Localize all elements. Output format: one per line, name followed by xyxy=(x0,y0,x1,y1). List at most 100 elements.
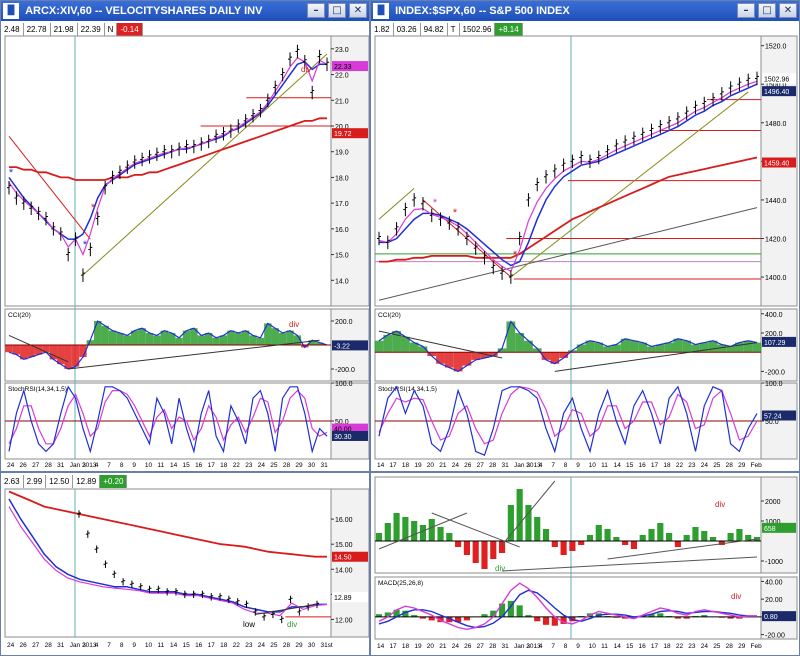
x-tick-label: 24 xyxy=(701,643,709,650)
annotation: div xyxy=(495,564,505,573)
histogram-bar xyxy=(525,615,532,617)
maximize-button[interactable]: □ xyxy=(328,3,346,18)
pink-moving-average xyxy=(8,57,328,257)
x-tick-label: 19 xyxy=(414,643,422,650)
cci-fill xyxy=(383,334,393,353)
x-tick-label: 26 xyxy=(464,643,472,650)
x-tick-label: 30 xyxy=(308,462,316,469)
y-tick-label: -200.0 xyxy=(335,367,355,374)
x-tick-label: 14 xyxy=(170,462,178,469)
close-button[interactable]: ✕ xyxy=(349,3,367,18)
cci-fill xyxy=(655,344,665,353)
xiv-ohlc-bar: 2.48 22.78 21.98 22.39 N -0.14 xyxy=(1,23,143,36)
xiv-titlebar[interactable]: ▐▌ ARCX:XIV,60 -- VELOCITYSHARES DAILY I… xyxy=(1,1,369,21)
x-tick-label: 31 xyxy=(320,462,328,469)
ohlc-value: 22.78 xyxy=(23,23,51,36)
x-tick-label: 24 xyxy=(7,462,15,469)
annotation: div xyxy=(731,592,741,601)
x-tick-label: 16 xyxy=(195,642,203,649)
y-tick-label: 1480.0 xyxy=(765,121,787,128)
x-tick-label: 26 xyxy=(464,462,472,469)
histogram-bar xyxy=(455,616,462,623)
x-tick-label: 18 xyxy=(220,462,228,469)
price-label: 658 xyxy=(764,526,776,533)
y-tick-label: 400.0 xyxy=(765,312,783,319)
x-tick-label: 24 xyxy=(452,462,460,469)
histogram-bar xyxy=(463,541,470,555)
x-tick-label: 11 xyxy=(601,643,608,650)
ohlc-value: 03.26 xyxy=(393,23,421,36)
star-marker: * xyxy=(453,207,458,219)
xiv-chart-area[interactable]: 14.0 15.0 16.0 17.0 18.0 19.0 20.0 21.0 22.0 23.0… xyxy=(1,21,369,471)
price-label-bg xyxy=(762,73,796,84)
spx-macd-chart-area[interactable]: 20001000-100040.0020.000.00-20.00divdiv6… xyxy=(371,473,799,655)
cci-fill xyxy=(620,338,630,353)
x-tick-label: 3 xyxy=(526,462,530,469)
ohlc-value: 12.89 xyxy=(73,475,101,488)
cci-fill xyxy=(116,333,124,345)
y-tick-label: 1420.0 xyxy=(765,237,787,244)
spx-chart-area[interactable]: 1400.01420.01440.01460.01480.01500.01520… xyxy=(371,21,799,471)
y-tick-label: 14.00 xyxy=(335,567,353,574)
cci-fill xyxy=(594,342,604,353)
star-marker: * xyxy=(83,239,88,251)
histogram-bar xyxy=(639,535,646,541)
x-tick-label: 10 xyxy=(145,462,153,469)
spx-titlebar[interactable]: ▐▌ INDEX:$SPX,60 -- S&P 500 INDEX – □ ✕ xyxy=(371,1,799,21)
minimize-button[interactable]: – xyxy=(737,3,755,18)
y-tick-label: -1000 xyxy=(765,559,783,566)
x-tick-label: 18 xyxy=(402,643,410,650)
y-tick-label: 23.0 xyxy=(335,47,349,54)
histogram-bar xyxy=(604,529,611,541)
cci-fill xyxy=(57,345,65,365)
price-label-bg xyxy=(762,336,796,347)
y-tick-label: 14.0 xyxy=(335,278,349,285)
x-tick-label: 8 xyxy=(120,462,124,469)
histogram-bar xyxy=(481,614,488,617)
y-tick-label: 1500.0 xyxy=(765,82,787,89)
cci-fill xyxy=(682,340,692,353)
y-tick-label: 16.00 xyxy=(335,517,353,524)
cci-fill xyxy=(5,345,13,353)
cci-fill xyxy=(86,340,95,345)
stochrsi-signal xyxy=(378,386,758,445)
cci-fill xyxy=(480,352,489,358)
vix-chart-area[interactable]: 12.0013.0014.0015.0016.00lowdiv14.5012.8… xyxy=(1,473,369,655)
spx-window: ▐▌ INDEX:$SPX,60 -- S&P 500 INDEX – □ ✕ … xyxy=(370,0,800,472)
cci-fill xyxy=(541,352,551,360)
cci-fill xyxy=(708,340,718,353)
histogram-bar xyxy=(709,537,717,541)
cci-fill xyxy=(204,333,213,345)
x-tick-label: Feb xyxy=(751,643,763,650)
x-tick-label: 8 xyxy=(564,643,568,650)
x-tick-label: 28 xyxy=(283,642,291,649)
x-tick-label: 20 xyxy=(427,643,435,650)
x-tick-label: 7 xyxy=(107,462,111,469)
cci-fill xyxy=(629,340,639,353)
minimize-button[interactable]: – xyxy=(307,3,325,18)
x-tick-label: 8 xyxy=(120,642,124,649)
cci-fill xyxy=(64,345,72,369)
x-tick-label: 18 xyxy=(220,642,228,649)
histogram-bar xyxy=(384,523,391,541)
x-tick-label: 25 xyxy=(713,643,721,650)
maximize-button[interactable]: □ xyxy=(758,3,776,18)
cci-fill xyxy=(524,340,533,353)
price-label-bg xyxy=(332,551,368,562)
cci-fill xyxy=(726,346,736,353)
trend-line xyxy=(68,339,320,370)
x-tick-label: Jan 2013 xyxy=(70,462,97,469)
histogram-bar xyxy=(498,603,506,617)
price-label: 19.72 xyxy=(334,131,352,138)
close-button[interactable]: ✕ xyxy=(779,3,797,18)
y-tick-label: 22.0 xyxy=(335,73,349,80)
annotation: div xyxy=(301,65,311,74)
histogram-bar xyxy=(648,614,655,617)
cci-fill xyxy=(27,345,35,357)
histogram-bar xyxy=(727,616,734,619)
x-tick-label: 11 xyxy=(601,462,608,469)
histogram-bar xyxy=(701,615,708,617)
x-tick-label: 29 xyxy=(295,462,303,469)
x-tick-label: 3 xyxy=(82,462,86,469)
price-label-bg xyxy=(762,410,796,421)
